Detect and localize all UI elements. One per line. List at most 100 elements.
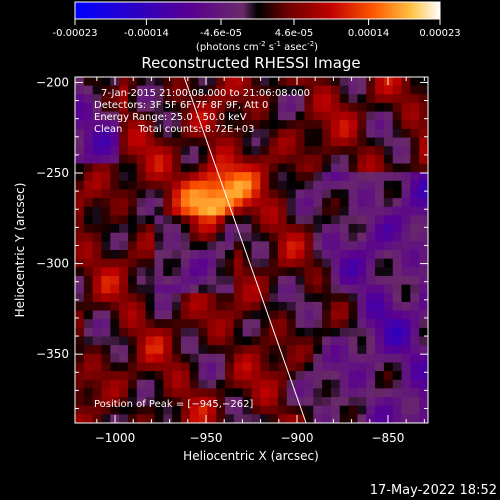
heatmap-cell (339, 120, 350, 130)
heatmap-cell (375, 327, 385, 338)
heatmap-cell (330, 362, 341, 372)
heatmap-cell (330, 345, 341, 355)
heatmap-cell (110, 224, 120, 234)
heatmap-cell (75, 241, 85, 251)
heatmap-cell (136, 250, 147, 260)
heatmap-cell (366, 258, 376, 268)
heatmap-cell (366, 224, 376, 234)
heatmap-cell (295, 267, 306, 277)
heatmap-cell (225, 224, 235, 234)
heatmap-cell (75, 388, 85, 398)
heatmap-cell (313, 362, 323, 372)
heatmap-cell (375, 362, 385, 372)
heatmap-cell (401, 163, 411, 173)
heatmap-cell (419, 146, 428, 156)
heatmap-cell (216, 327, 226, 338)
heatmap-cell (127, 189, 138, 199)
heatmap-cell (233, 137, 244, 147)
heatmap-cell (119, 137, 129, 147)
heatmap-cell (260, 189, 270, 199)
heatmap-cell (189, 180, 200, 191)
heatmap-cell (277, 397, 288, 407)
heatmap-cell (366, 120, 376, 130)
heatmap-cell (357, 371, 367, 381)
heatmap-cell (401, 319, 411, 329)
heatmap-cell (145, 362, 156, 372)
heatmap-cell (75, 102, 85, 113)
heatmap-cell (269, 275, 279, 286)
heatmap-cell (383, 284, 394, 294)
heatmap-cell (198, 353, 208, 364)
heatmap-cell (260, 85, 270, 95)
heatmap-cell (242, 258, 253, 268)
heatmap-cell (207, 336, 217, 346)
y-tick-label: −200 (36, 75, 69, 89)
heatmap-cell (154, 215, 164, 225)
heatmap-cell (357, 267, 367, 277)
heatmap-cell (260, 397, 270, 407)
heatmap-cell (419, 85, 428, 95)
heatmap-cell (286, 198, 297, 208)
heatmap-cell (348, 111, 358, 121)
heatmap-cell (225, 163, 235, 173)
heatmap-cell (339, 215, 350, 225)
heatmap-cell (119, 267, 129, 277)
heatmap-cell (225, 85, 235, 95)
colorbar-tick-label: -0.00023 (53, 28, 98, 39)
heatmap-cell (383, 258, 394, 268)
heatmap-cell (339, 102, 350, 113)
heatmap-cell (260, 154, 270, 165)
heatmap-cell (127, 405, 138, 415)
heatmap-cell (110, 206, 120, 216)
heatmap-cell (322, 232, 332, 242)
heatmap-cell (225, 137, 235, 147)
heatmap-cell (136, 137, 147, 147)
heatmap-cell (180, 163, 191, 173)
heatmap-cell (110, 275, 120, 286)
heatmap-cell (313, 310, 323, 320)
heatmap-cell (75, 172, 85, 182)
heatmap-cell (419, 180, 428, 191)
heatmap-cell (207, 301, 217, 312)
peak-position-label: Position of Peak = [−945,−262] (94, 399, 253, 410)
heatmap-cell (163, 301, 173, 312)
heatmap-cell (251, 154, 261, 165)
heatmap-cell (286, 267, 297, 277)
heatmap-cell (313, 198, 323, 208)
heatmap-cell (189, 405, 200, 415)
heatmap-cell (145, 189, 156, 199)
heatmap-cell (163, 241, 173, 251)
heatmap-cell (330, 102, 341, 113)
heatmap-cell (180, 362, 191, 372)
heatmap-cell (295, 345, 306, 355)
heatmap-cell (269, 362, 279, 372)
plot-frame (74, 76, 429, 424)
heatmap-cell (260, 405, 270, 415)
heatmap-cell (322, 336, 332, 346)
heatmap-cell (145, 198, 156, 208)
heatmap-cell (216, 414, 226, 423)
heatmap-cell (127, 275, 138, 286)
heatmap-cell (366, 85, 376, 95)
heatmap-cell (207, 224, 217, 234)
heatmap-cell (419, 241, 428, 251)
heatmap-cell (339, 241, 350, 251)
heatmap-cell (304, 102, 314, 113)
heatmap-cell (357, 180, 367, 191)
heatmap-cell (198, 267, 208, 277)
heatmap-cell (357, 379, 367, 389)
heatmap-cell (419, 224, 428, 234)
heatmap-cell (339, 224, 350, 234)
heatmap-cell (383, 102, 394, 113)
x-tick-label: −950 (190, 431, 223, 445)
heatmap-cell (304, 284, 314, 294)
heatmap-cell (75, 275, 85, 286)
heatmap-cell (92, 353, 103, 364)
heatmap-cell (154, 353, 164, 364)
heatmap-cell (330, 137, 341, 147)
heatmap-cell (189, 362, 200, 372)
heatmap-cell (277, 154, 288, 165)
heatmap-cell (154, 319, 164, 329)
heatmap-cell (198, 189, 208, 199)
heatmap-cell (277, 275, 288, 286)
